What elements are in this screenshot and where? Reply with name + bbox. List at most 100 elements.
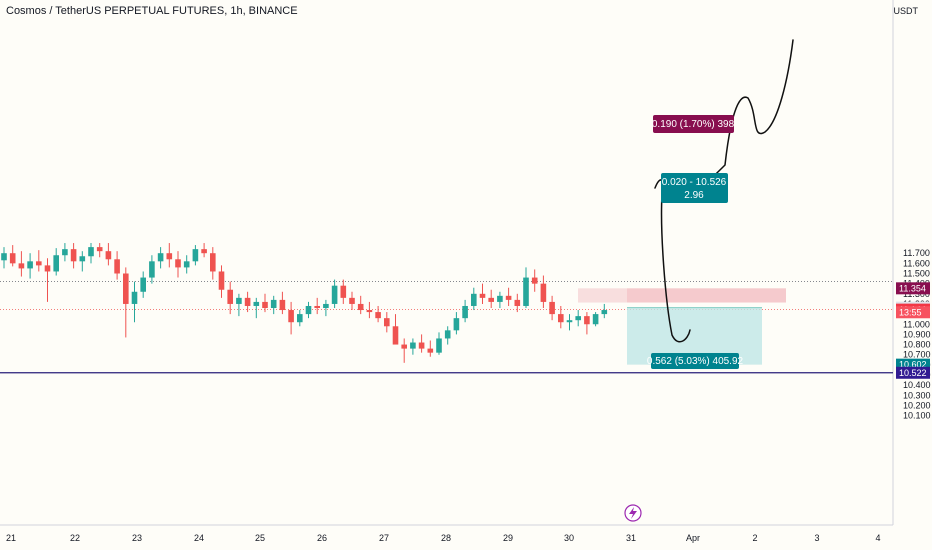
candle-body[interactable] xyxy=(140,277,146,292)
candle-body[interactable] xyxy=(262,301,268,309)
candle-body[interactable] xyxy=(218,271,225,290)
candle-body[interactable] xyxy=(157,253,164,262)
candle-body[interactable] xyxy=(105,251,112,260)
candle-body[interactable] xyxy=(305,305,312,315)
candle-body[interactable] xyxy=(357,303,364,311)
candle-body[interactable] xyxy=(505,295,512,300)
ratio-bubble[interactable] xyxy=(661,173,728,203)
candle-body[interactable] xyxy=(288,310,294,323)
candle-body[interactable] xyxy=(584,316,590,325)
candle-body[interactable] xyxy=(88,247,94,257)
price-tag-label: 10.602 xyxy=(899,360,927,370)
candle-body[interactable] xyxy=(1,253,7,261)
candle-body[interactable] xyxy=(123,273,129,304)
candle-body[interactable] xyxy=(592,314,599,325)
candle-body[interactable] xyxy=(566,320,573,323)
candle-body[interactable] xyxy=(192,249,199,262)
candle-body[interactable] xyxy=(270,299,277,309)
candle-body[interactable] xyxy=(175,259,181,268)
candle-body[interactable] xyxy=(392,326,399,345)
candle-body[interactable] xyxy=(27,261,33,269)
candle-body[interactable] xyxy=(549,301,555,315)
candle-body[interactable] xyxy=(462,305,468,319)
candle-body[interactable] xyxy=(340,285,347,298)
candle-body[interactable] xyxy=(323,303,329,309)
x-tick-label: 24 xyxy=(194,533,204,543)
candle-body[interactable] xyxy=(601,310,608,315)
candle-body[interactable] xyxy=(497,295,503,302)
price-unit: USDT xyxy=(893,6,919,16)
y-tick-label: 10.300 xyxy=(903,390,931,400)
candle-body[interactable] xyxy=(253,301,260,306)
candle-body[interactable] xyxy=(453,318,460,331)
candle-body[interactable] xyxy=(114,259,120,274)
reward-bubble[interactable] xyxy=(651,353,739,369)
candle-body[interactable] xyxy=(36,261,42,266)
candle-body[interactable] xyxy=(44,265,51,272)
candle-body[interactable] xyxy=(436,338,442,353)
candle-body[interactable] xyxy=(149,261,155,278)
candle-body[interactable] xyxy=(575,316,581,321)
ratio-bubble-line2: 2.96 xyxy=(684,190,704,201)
candle-body[interactable] xyxy=(53,255,59,272)
x-tick-label: 25 xyxy=(255,533,265,543)
candle-body[interactable] xyxy=(166,253,173,260)
x-tick-label: 26 xyxy=(317,533,327,543)
candle-body[interactable] xyxy=(531,277,538,284)
candle-body[interactable] xyxy=(514,299,521,306)
candle-body[interactable] xyxy=(427,348,434,353)
candle-body[interactable] xyxy=(62,249,68,256)
candle-body[interactable] xyxy=(384,318,390,327)
price-tag-label: 13:55 xyxy=(899,307,922,317)
y-tick-label: 10.100 xyxy=(903,411,931,421)
price-tag-label: 11.354 xyxy=(899,283,926,293)
candle-body[interactable] xyxy=(401,344,407,349)
stop-loss-zone[interactable] xyxy=(627,288,786,303)
x-tick-label: 28 xyxy=(441,533,451,543)
price-tag xyxy=(896,366,930,379)
candle-body[interactable] xyxy=(183,261,190,268)
candle-body[interactable] xyxy=(244,297,251,306)
candle-body[interactable] xyxy=(236,297,242,304)
candle-body[interactable] xyxy=(279,299,286,311)
y-tick-label: 10.700 xyxy=(903,350,931,360)
candle-body[interactable] xyxy=(210,253,216,272)
price-tag xyxy=(896,282,930,295)
candle-body[interactable] xyxy=(366,310,373,313)
candle-body[interactable] xyxy=(201,249,207,254)
candle-body[interactable] xyxy=(227,289,233,304)
candle-body[interactable] xyxy=(79,256,86,262)
candle-body[interactable] xyxy=(488,297,494,302)
candle-body[interactable] xyxy=(9,253,16,264)
x-tick-label: 3 xyxy=(814,533,819,543)
y-tick-label: 11.700 xyxy=(903,248,930,258)
candle-body[interactable] xyxy=(540,283,547,302)
candle-body[interactable] xyxy=(331,285,338,304)
x-tick-label: 4 xyxy=(875,533,880,543)
lightning-bolt-glyph xyxy=(629,507,637,519)
candle-body[interactable] xyxy=(523,277,529,306)
price-tag-label: 10.522 xyxy=(899,368,927,378)
candle-body[interactable] xyxy=(418,342,425,349)
stop-loss-zone-extension xyxy=(578,288,627,303)
candle-body[interactable] xyxy=(375,312,381,319)
candle-body[interactable] xyxy=(558,314,564,323)
x-tick-label: 29 xyxy=(503,533,513,543)
candle-body[interactable] xyxy=(70,249,77,262)
candle-body[interactable] xyxy=(479,293,486,298)
candle-body[interactable] xyxy=(471,293,477,306)
candle-body[interactable] xyxy=(18,263,25,269)
candle-body[interactable] xyxy=(349,297,355,304)
risk-bubble[interactable] xyxy=(653,115,734,133)
candle-body[interactable] xyxy=(314,305,320,309)
candle-body[interactable] xyxy=(96,247,103,252)
candle-body[interactable] xyxy=(410,342,416,349)
reward-bubble-label: 0.562 (5.03%) 405.92 xyxy=(647,356,744,367)
y-tick-label: 11.600 xyxy=(903,258,930,268)
candle-body[interactable] xyxy=(297,314,303,323)
candle-body[interactable] xyxy=(444,330,451,339)
candle-body[interactable] xyxy=(131,291,138,304)
